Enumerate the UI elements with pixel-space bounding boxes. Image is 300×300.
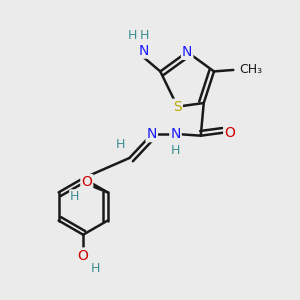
- Text: H: H: [70, 190, 80, 203]
- Text: H: H: [139, 29, 148, 42]
- Text: N: N: [139, 44, 149, 58]
- Text: H: H: [116, 138, 125, 151]
- Text: CH₃: CH₃: [239, 63, 262, 76]
- Text: H: H: [128, 29, 137, 42]
- Text: O: O: [224, 126, 235, 140]
- Text: N: N: [170, 127, 181, 141]
- Text: H: H: [171, 144, 180, 157]
- Text: S: S: [173, 100, 182, 114]
- Text: N: N: [146, 127, 157, 141]
- Text: H: H: [90, 262, 100, 275]
- Text: O: O: [78, 248, 88, 262]
- Text: O: O: [81, 175, 92, 189]
- Text: N: N: [182, 45, 192, 59]
